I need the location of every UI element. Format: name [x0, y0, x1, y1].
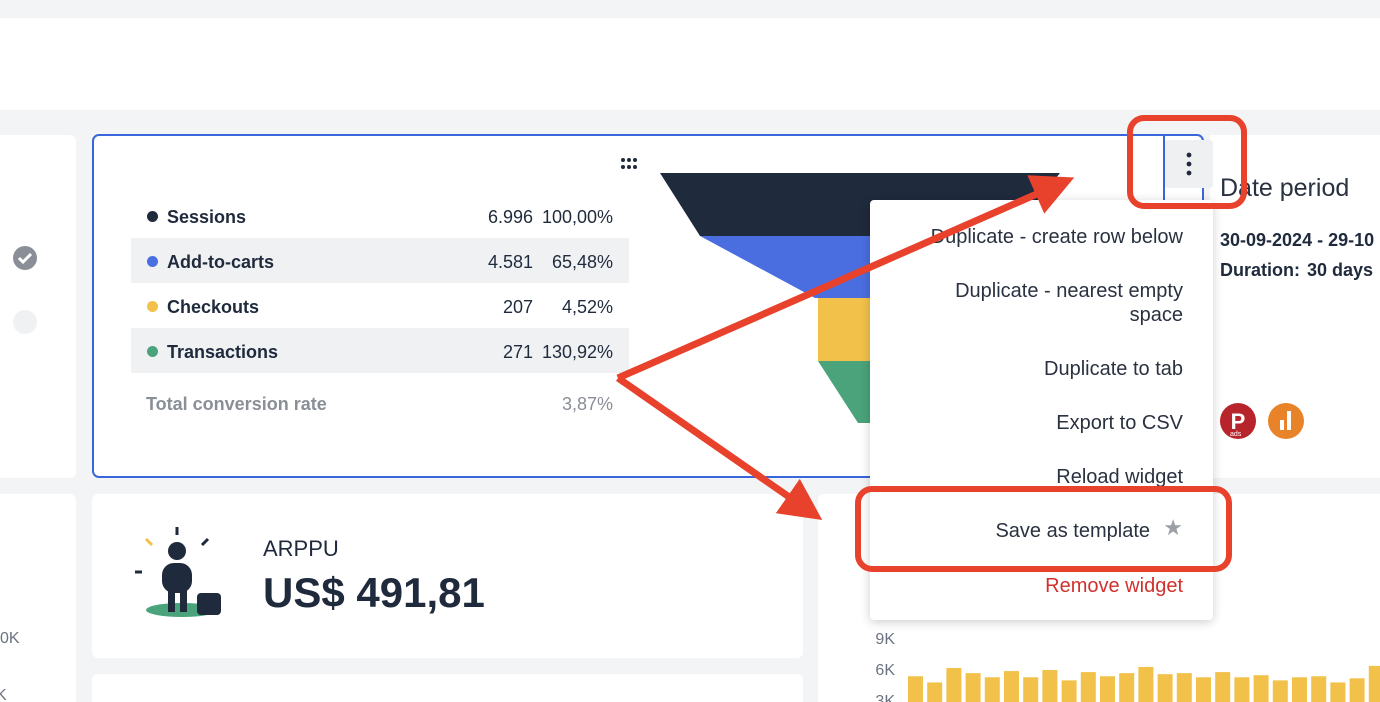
- menu-item[interactable]: Remove widget: [1045, 575, 1183, 597]
- legend-dot: [147, 301, 158, 312]
- menu-item[interactable]: Duplicate - nearest empty space: [955, 280, 1183, 326]
- total-value: 3,87%: [561, 394, 613, 414]
- axis-label: 0K: [0, 630, 20, 647]
- arppu-value: US$ 491,81: [263, 569, 485, 616]
- row-count: 4.581: [487, 252, 533, 272]
- menu-item[interactable]: Duplicate to tab: [1044, 358, 1183, 380]
- bar: [1330, 682, 1346, 702]
- bar: [927, 682, 943, 702]
- funnel-row: Checkouts 207 4,52%: [131, 283, 629, 328]
- funnel-row: Transactions 271 130,92%: [131, 328, 629, 373]
- row-count: 271: [502, 342, 533, 362]
- bar: [1234, 677, 1250, 702]
- arppu-label: ARPPU: [263, 536, 339, 561]
- menu-item[interactable]: Duplicate - create row below: [930, 226, 1183, 248]
- y-tick-label: 3K: [875, 693, 895, 702]
- bar: [946, 667, 962, 702]
- card: [92, 674, 803, 702]
- bar: [1004, 671, 1019, 702]
- legend-dot: [147, 211, 158, 222]
- bar: [1292, 677, 1307, 702]
- icon: [13, 310, 37, 334]
- row-label: Transactions: [167, 342, 279, 362]
- bar: [1119, 673, 1135, 702]
- row-label: Add-to-carts: [167, 252, 274, 272]
- logo-glyph: [1287, 411, 1291, 430]
- axis-label: K: [0, 687, 7, 702]
- row-label: Sessions: [167, 207, 247, 227]
- row-percent: 130,92%: [541, 342, 613, 362]
- bar: [1138, 666, 1154, 702]
- bar: [1157, 674, 1173, 702]
- funnel-row: Add-to-carts 4.581 65,48%: [131, 238, 629, 283]
- check-mark: [17, 252, 33, 265]
- row-percent: 100,00%: [541, 207, 613, 227]
- arppu-icon: [135, 527, 221, 617]
- bar: [1080, 672, 1096, 702]
- badge: ads: [1230, 431, 1242, 438]
- bar: [1042, 670, 1058, 702]
- highlight-box: [1127, 115, 1247, 209]
- bar: [1061, 680, 1077, 702]
- bar: [1023, 677, 1039, 702]
- bar: [1272, 680, 1288, 702]
- bar: [984, 677, 1000, 702]
- duration-label: Duration:: [1220, 260, 1300, 280]
- funnel-row: Sessions 6.996 100,00%: [131, 193, 629, 238]
- duration-value: 30 days: [1307, 260, 1374, 280]
- menu-item[interactable]: Save as template: [995, 520, 1150, 542]
- arrow: [616, 375, 823, 520]
- bar: [1349, 678, 1365, 702]
- pinterest-logo: [1220, 403, 1256, 439]
- bar: [1368, 665, 1380, 702]
- arppu-card: [92, 494, 803, 658]
- logo-glyph: [1280, 420, 1284, 430]
- row-percent: 65,48%: [551, 252, 613, 272]
- date-range: 30-09-2024 - 29-10: [1220, 230, 1375, 250]
- bar: [965, 673, 981, 702]
- legend-dot: [147, 346, 158, 357]
- star-icon[interactable]: ★: [1163, 515, 1183, 540]
- bar: [1253, 675, 1269, 702]
- arrow: [616, 175, 1075, 382]
- row-percent: 4,52%: [561, 297, 613, 317]
- row-label: Checkouts: [167, 297, 260, 317]
- y-tick-label: 9K: [875, 631, 895, 648]
- bar: [1215, 672, 1231, 702]
- analytics-logo: [1268, 403, 1304, 439]
- row-count: 6.996: [487, 207, 533, 227]
- bar: [1311, 676, 1327, 702]
- card: [0, 135, 76, 478]
- bar: [1196, 677, 1211, 702]
- kebab-icon: [1186, 152, 1192, 176]
- legend-dot: [147, 256, 158, 267]
- bar: [1100, 676, 1115, 702]
- bar: [908, 676, 923, 702]
- y-tick-label: 6K: [875, 662, 895, 679]
- row-count: 207: [502, 297, 533, 317]
- header: [0, 18, 1380, 110]
- menu-item[interactable]: Export to CSV: [1056, 412, 1183, 434]
- highlight-box: [855, 486, 1232, 572]
- bar: [1176, 673, 1192, 702]
- card: [0, 494, 76, 702]
- context-menu: Duplicate - create row below Duplicate -…: [870, 200, 1213, 620]
- total-label: Total conversion rate: [146, 394, 327, 414]
- drag-handle: [621, 158, 637, 169]
- logo-glyph: P: [1231, 409, 1246, 434]
- menu-item[interactable]: Reload widget: [1056, 466, 1183, 488]
- funnel-shape: [818, 361, 880, 423]
